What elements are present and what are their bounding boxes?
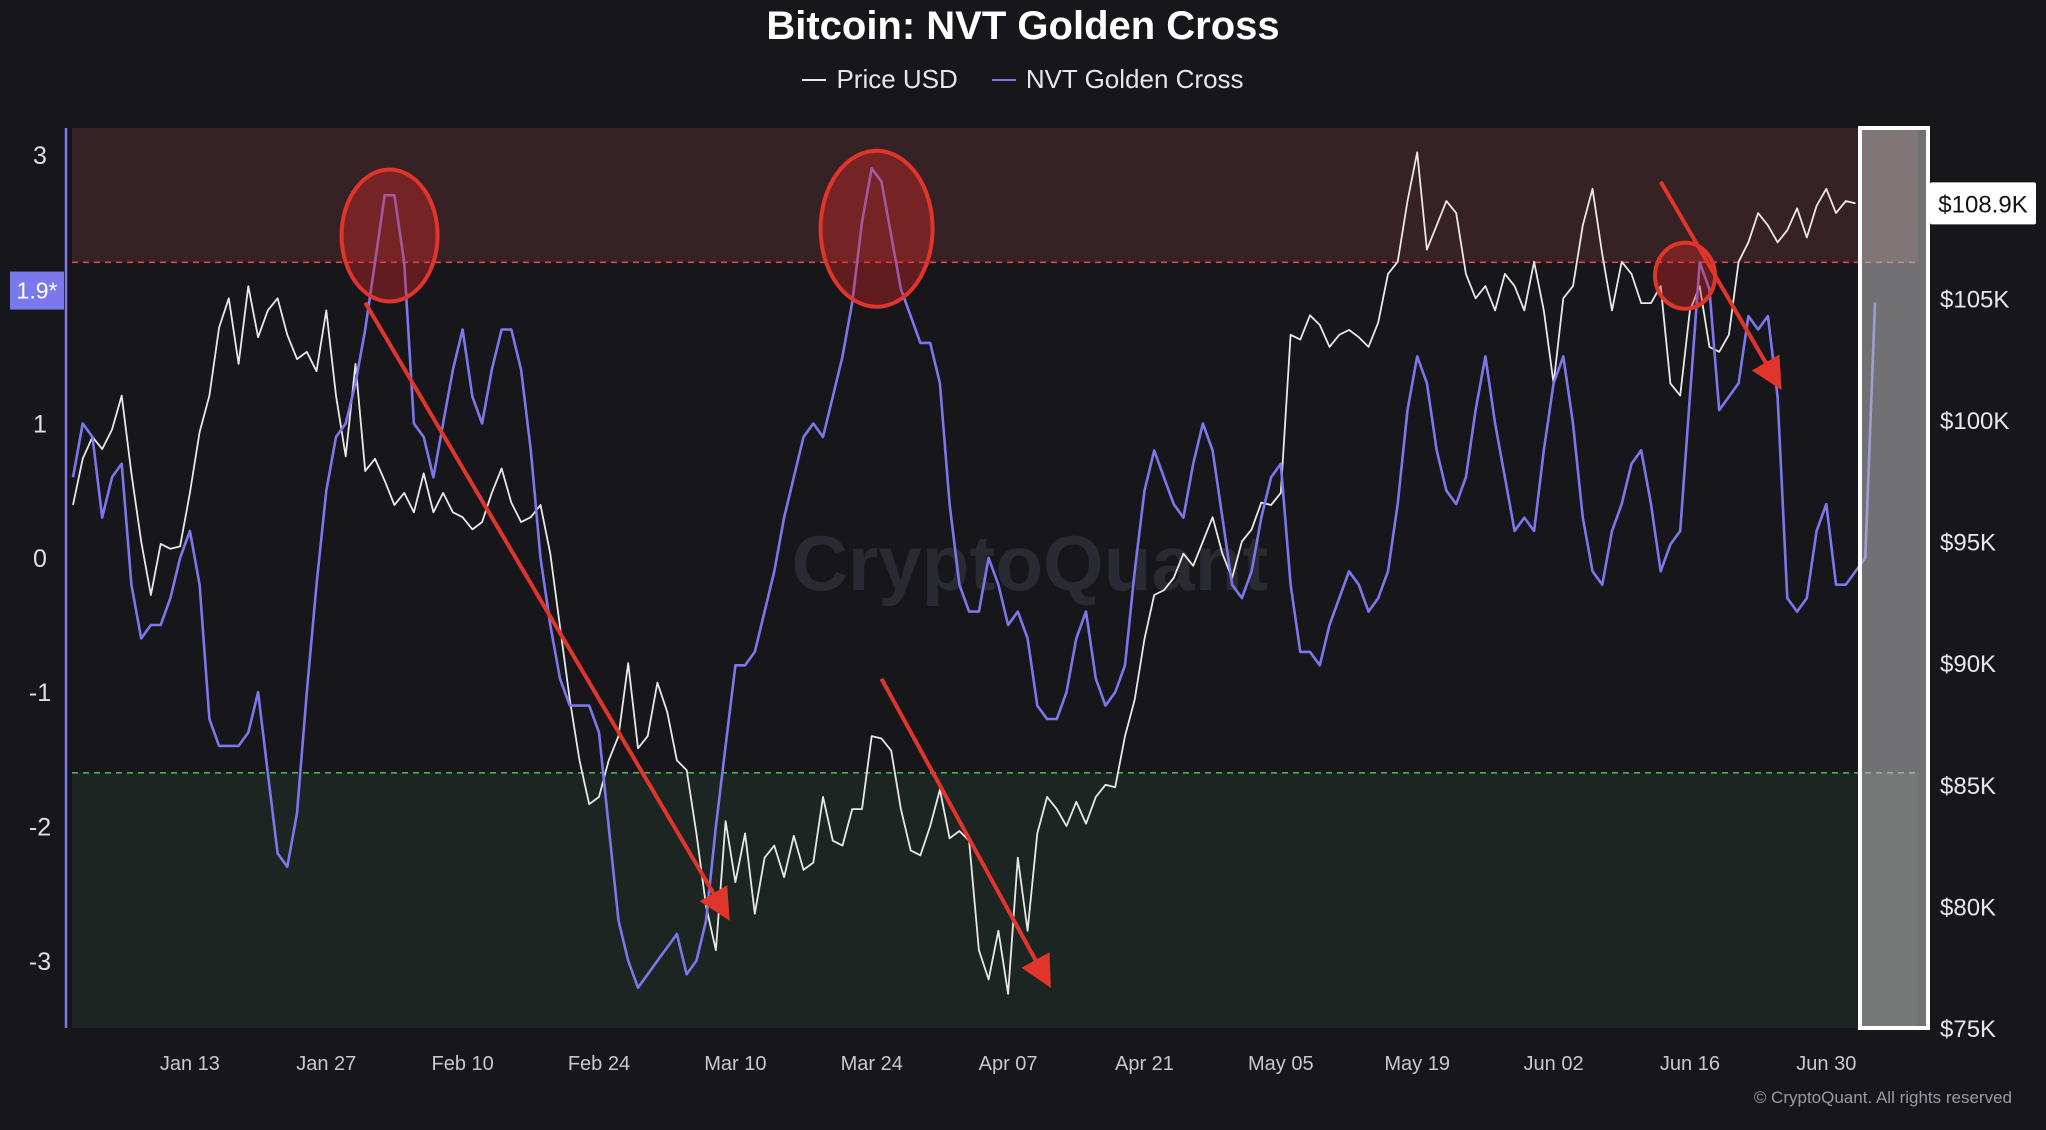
legend-label-nvt: NVT Golden Cross: [1025, 64, 1244, 94]
annotation-arrow-1: [363, 301, 730, 921]
left-axis-tick-label: 1: [33, 411, 47, 439]
annotation-arrow-2: [879, 677, 1051, 989]
chart-legend: Price USD NVT Golden Cross: [0, 64, 2046, 95]
left-axis-tick-label: 0: [33, 545, 47, 573]
x-axis-tick-label: Apr 07: [979, 1053, 1038, 1075]
x-axis-tick-label: Apr 21: [1115, 1053, 1174, 1075]
x-axis-tick-label: Feb 24: [568, 1053, 630, 1075]
annotation-circle-peak-2: [818, 148, 935, 309]
x-axis-tick-label: May 19: [1384, 1053, 1450, 1075]
right-axis-tick-label: $75K: [1940, 1016, 1996, 1043]
copyright-notice: © CryptoQuant. All rights reserved: [1753, 1088, 2012, 1107]
x-axis-tick-label: Jan 27: [296, 1053, 356, 1075]
right-axis-tick-label: $85K: [1940, 773, 1996, 800]
x-axis-tick-label: Jun 02: [1524, 1053, 1584, 1075]
legend-item-nvt[interactable]: NVT Golden Cross: [991, 64, 1244, 95]
legend-swatch-price: [802, 78, 827, 81]
overheated-zone: [72, 128, 1918, 263]
x-axis-tick-label: Jun 16: [1660, 1053, 1720, 1075]
right-axis-current-marker-label: $108.9K: [1938, 191, 2027, 218]
annotation-arrow-3: [1658, 180, 1782, 391]
price-usd-line: [72, 151, 1856, 995]
legend-swatch-nvt: [991, 78, 1016, 81]
left-axis-tick-label: 3: [33, 142, 47, 170]
left-axis-current-marker: [10, 271, 64, 310]
x-axis-tick-label: May 05: [1248, 1053, 1314, 1075]
legend-label-price: Price USD: [836, 64, 958, 94]
left-axis-current-marker-label: 1.9*: [17, 278, 58, 304]
right-axis-tick-label: $95K: [1940, 530, 1996, 557]
annotation-circle-peak-3: [1653, 240, 1718, 311]
watermark: CryptoQuant: [792, 519, 1269, 607]
x-axis-tick-label: Mar 24: [841, 1053, 903, 1075]
x-axis-tick-label: Mar 10: [704, 1053, 766, 1075]
annotation-circle-peak-1: [339, 167, 440, 304]
right-axis-tick-label: $105K: [1940, 286, 2009, 313]
current-period-highlight: [1858, 126, 1930, 1030]
right-axis-current-marker: [1930, 182, 2036, 225]
x-axis-tick-label: Jun 30: [1796, 1053, 1856, 1075]
right-axis-tick-label: $90K: [1940, 651, 1996, 678]
x-axis-tick-label: Jan 13: [160, 1053, 220, 1075]
right-axis-tick-label: $100K: [1940, 408, 2009, 435]
chart-title: Bitcoin: NVT Golden Cross: [766, 4, 1280, 48]
right-axis-tick-label: $80K: [1940, 894, 1996, 921]
left-axis-tick-label: -3: [29, 948, 51, 976]
left-axis-tick-label: -2: [29, 814, 51, 842]
left-axis-tick-label: -1: [29, 679, 51, 707]
nvt-golden-cross-line: [71, 167, 1877, 989]
legend-item-price[interactable]: Price USD: [802, 64, 958, 95]
x-axis-tick-label: Feb 10: [431, 1053, 493, 1075]
undervalued-zone: [72, 772, 1918, 1028]
